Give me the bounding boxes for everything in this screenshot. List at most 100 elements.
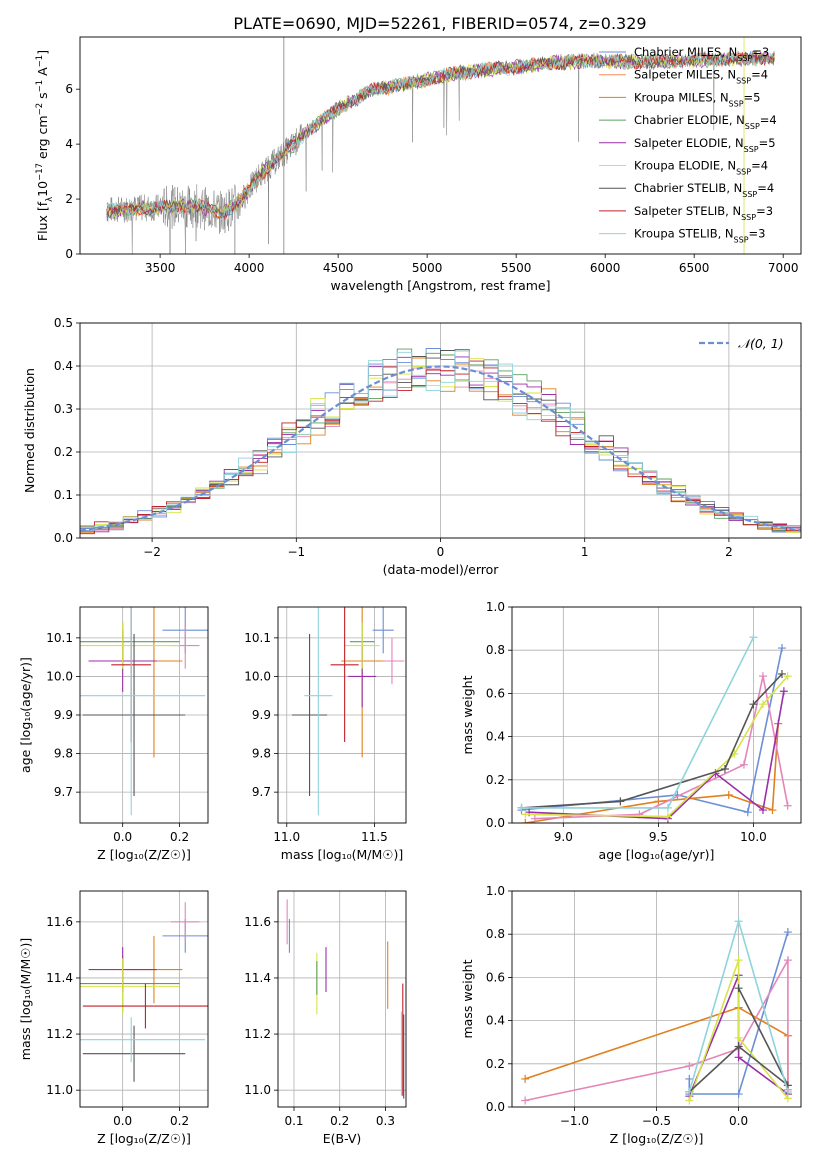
- weight-marker: [783, 1087, 792, 1096]
- age-vs-mass-panel: 11.0 11.5 9.7 9.8 9.9 10.0 10.1 mass [log₁₀(M/M…: [244, 606, 407, 862]
- x-tick-label: 5500: [501, 261, 532, 275]
- weight-marker: [616, 797, 625, 806]
- y-tick-label: 0.8: [486, 927, 505, 941]
- mass-weight-vs-metallicity-panel: −1.0 −0.5 0.0 0.0 0.2 0.4 0.6 0.8 1.0 Z [log₁₀(Z/…: [460, 884, 802, 1146]
- figure-title: PLATE=0690, MJD=52261, FIBERID=0574, z=0…: [233, 14, 646, 33]
- weight-lines: [521, 917, 792, 1105]
- model-spectrum-5: [106, 51, 775, 218]
- x-tick-label: 1: [581, 545, 589, 559]
- weight-marker: [685, 1087, 694, 1096]
- y-tick-label: 0.2: [54, 445, 73, 459]
- histogram-2: [80, 367, 801, 531]
- legend-entry: Chabrier MILES, NSSP=3: [634, 45, 769, 63]
- legend-entry: Kroupa MILES, NSSP=5: [634, 90, 760, 108]
- x-tick-label: 6500: [679, 261, 710, 275]
- x-tick-label: 3500: [145, 261, 176, 275]
- x-tick-label: 11.5: [361, 830, 388, 844]
- x-tick-label: 6000: [590, 261, 621, 275]
- x-tick-label: 4000: [234, 261, 265, 275]
- legend-entry: Salpeter ELODIE, NSSP=5: [634, 136, 776, 154]
- weight-marker: [734, 1053, 743, 1062]
- model-spectrum-7: [106, 50, 775, 220]
- x-tick-label: 0.1: [284, 1114, 303, 1128]
- spectrum-panel: 3500 4000 4500 5000 5500 6000 6500 7000 0 2 4 6 wave…: [35, 36, 802, 293]
- y-tick-label: 0.4: [54, 359, 73, 373]
- spectrum-lines: [106, 37, 775, 254]
- y-axis-label: mass [log₁₀(M/M☉)]: [18, 938, 33, 1060]
- weight-marker: [783, 956, 792, 965]
- weight-marker: [734, 1042, 743, 1051]
- x-tick-label: 0.2: [170, 830, 189, 844]
- y-tick-label: 0.6: [486, 686, 505, 700]
- weight-marker: [685, 1061, 694, 1070]
- y-axis-label: Normed distribution: [22, 368, 37, 493]
- y-tick-label: 0.3: [54, 402, 73, 416]
- weight-lines: [517, 633, 792, 823]
- weight-marker: [734, 984, 743, 993]
- x-tick-label: 0.2: [330, 1114, 349, 1128]
- legend-entry: Chabrier ELODIE, NSSP=4: [634, 113, 777, 131]
- x-tick-label: −2: [143, 545, 161, 559]
- mass-vs-extinction-panel: 0.1 0.2 0.3 11.0 11.2 11.4 11.6 E(B-V): [244, 890, 407, 1146]
- x-tick-label: 0.2: [170, 1114, 189, 1128]
- y-tick-label: 11.4: [46, 971, 73, 985]
- y-tick-label: 6: [65, 82, 73, 96]
- weight-marker: [517, 803, 526, 812]
- weight-marker: [663, 803, 672, 812]
- gaussian-curve: [80, 365, 801, 532]
- y-tick-label: 9.8: [54, 747, 73, 761]
- legend-entry: Salpeter STELIB, NSSP=3: [634, 204, 773, 222]
- x-tick-label: −0.5: [642, 1114, 671, 1128]
- weight-series-7: [521, 636, 755, 809]
- y-tick-label: 0.4: [486, 730, 505, 744]
- y-tick-label: 0.0: [54, 531, 73, 545]
- axes-frame: [511, 606, 802, 824]
- x-tick-label: 0.0: [729, 1114, 748, 1128]
- error-bars: [286, 899, 405, 1099]
- axes-frame: [79, 36, 802, 255]
- weight-marker: [521, 1074, 530, 1083]
- weight-series-6: [521, 673, 783, 809]
- weight-marker: [734, 917, 743, 926]
- x-axis-label: mass [log₁₀(M/M☉)]: [281, 847, 403, 862]
- weight-marker: [758, 700, 767, 709]
- y-tick-label: 11.0: [46, 1083, 73, 1097]
- x-tick-label: 0.3: [376, 1114, 395, 1128]
- x-tick-label: 5000: [412, 261, 443, 275]
- y-tick-label: 0.8: [486, 643, 505, 657]
- y-tick-label: 10.0: [46, 669, 73, 683]
- y-tick-label: 2: [65, 192, 73, 206]
- histogram-7: [80, 349, 801, 531]
- weight-marker: [734, 1090, 743, 1099]
- x-axis-label: Z [log₁₀(Z/Z☉)]: [97, 1131, 191, 1146]
- model-spectrum-9: [106, 50, 775, 221]
- x-tick-label: 0: [437, 545, 445, 559]
- weight-marker: [758, 672, 767, 681]
- y-tick-label: 4: [65, 137, 73, 151]
- x-axis-label: wavelength [Angstrom, rest frame]: [330, 278, 550, 293]
- residual-histogram-panel: −2 −1 0 1 2 0.0 0.1 0.2 0.3 0.4 0.5 (data-model)/er…: [22, 316, 802, 577]
- weight-marker: [777, 644, 786, 653]
- weight-marker: [724, 790, 733, 799]
- weight-marker: [783, 801, 792, 810]
- x-tick-label: −1.0: [560, 1114, 589, 1128]
- weight-marker: [749, 633, 758, 642]
- model-spectrum-8: [106, 51, 775, 220]
- weight-marker: [768, 806, 777, 815]
- y-tick-label: 0.5: [54, 316, 73, 330]
- weight-marker: [734, 1033, 743, 1042]
- y-axis-label: mass weight: [460, 675, 475, 754]
- weight-marker: [530, 814, 539, 823]
- x-tick-label: 4500: [323, 261, 354, 275]
- y-axis-label: Flux [fλ10−17 erg cm−2 s−1 A−1]: [35, 50, 55, 241]
- legend-entry: Chabrier STELIB, NSSP=4: [634, 181, 774, 199]
- axes-frame: [277, 606, 407, 824]
- y-tick-label: 0.2: [486, 773, 505, 787]
- weight-marker: [663, 812, 672, 821]
- mass-vs-metallicity-panel: 0.0 0.2 11.0 11.2 11.4 11.6 Z [log₁₀(Z/Z☉)] mas…: [18, 890, 209, 1146]
- x-tick-label: 0.0: [113, 1114, 132, 1128]
- x-axis-label: (data-model)/error: [383, 562, 500, 577]
- x-axis-label: E(B-V): [323, 1131, 362, 1146]
- weight-marker: [758, 806, 767, 815]
- y-tick-label: 10.0: [244, 669, 271, 683]
